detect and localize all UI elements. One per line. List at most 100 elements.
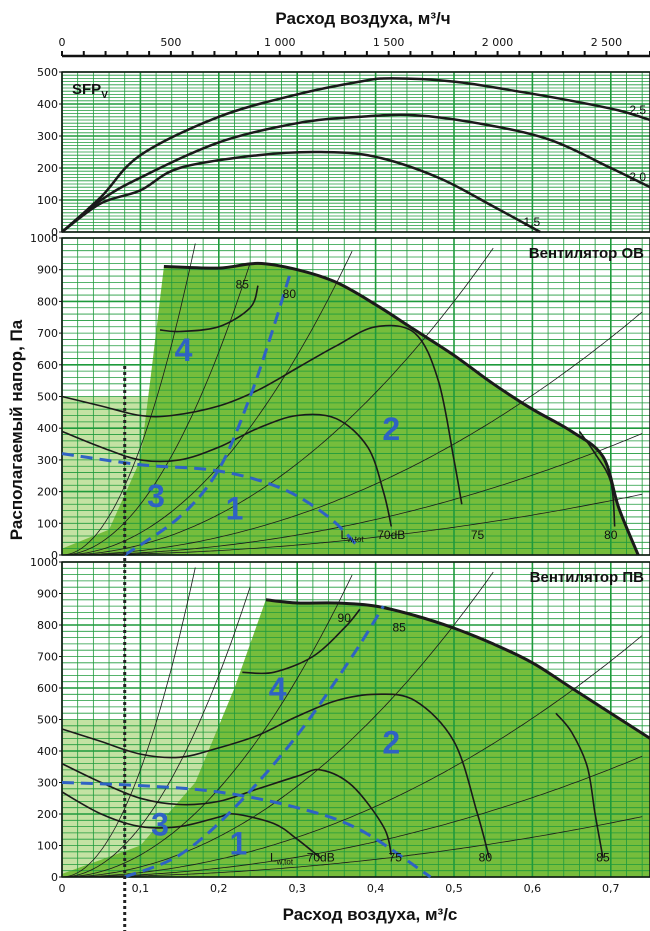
sound-level-label: 80 — [479, 850, 493, 864]
region-label: 4 — [269, 671, 287, 707]
y-tick-label: 200 — [37, 808, 58, 821]
boundary-dash — [124, 605, 385, 879]
max-curve — [163, 261, 640, 556]
sound-level-label: 75 — [389, 850, 403, 864]
bottom-tick-label: 0,1 — [132, 882, 150, 895]
region-label: 2 — [382, 725, 400, 761]
panel-pv: 0 100 200 300 400 500 600 700 800 900 1000 4 2 3 1 90 85… — [30, 556, 650, 884]
region-label: 2 — [382, 411, 400, 447]
system-curve — [61, 243, 196, 556]
boundary-dash — [61, 452, 361, 550]
y-tick-label: 400 — [37, 422, 58, 435]
y-tick-label: 100 — [37, 194, 58, 207]
bottom-tick-label: 0,5 — [445, 882, 463, 895]
y-tick-label: 900 — [37, 264, 58, 277]
y-tick-label: 300 — [37, 454, 58, 467]
bottom-axis: 0 0,1 0,2 0,3 0,4 0,5 0,6 0,7 — [59, 882, 620, 895]
sfp-curve — [61, 77, 650, 233]
speed-curve — [61, 324, 463, 505]
y-tick-label: 400 — [37, 745, 58, 758]
bottom-tick-label: 0,2 — [210, 882, 228, 895]
system-curve — [61, 586, 251, 878]
top-tick-label: 500 — [160, 36, 181, 49]
system-curve — [61, 574, 353, 878]
y-tick-label: 500 — [37, 714, 58, 727]
y-tick-label: 400 — [37, 98, 58, 111]
sfp-curve — [61, 150, 541, 234]
sfp-series-label: 2.5 — [629, 103, 646, 117]
bottom-tick-label: 0,7 — [602, 882, 620, 895]
top-tick-label: 1 500 — [373, 36, 405, 49]
y-tick-label: 600 — [37, 359, 58, 372]
top-axis: 0 500 1 000 1 500 2 000 2 500 — [59, 36, 650, 58]
sfp-series-label: 1.5 — [524, 215, 541, 229]
sfp-series-label: 2.0 — [629, 170, 646, 184]
region-label: 3 — [147, 478, 165, 514]
region-label: 1 — [226, 490, 244, 526]
bottom-tick-label: 0,6 — [524, 882, 542, 895]
system-curve — [62, 433, 643, 556]
top-tick-label: 1 000 — [264, 36, 296, 49]
sound-level-label: 80 — [283, 287, 297, 301]
top-axis-title: Расход воздуха, м³/ч — [275, 9, 450, 28]
system-curve — [61, 262, 251, 556]
bottom-tick-label: 0,3 — [288, 882, 306, 895]
y-tick-label: 600 — [37, 682, 58, 695]
y-tick-label: 0 — [51, 549, 58, 562]
sfp-curve — [61, 113, 650, 233]
panel-label: Вентилятор ОВ — [529, 245, 644, 262]
sound-level-label: 90 — [338, 611, 352, 625]
panel-ov: 0 100 200 300 400 500 600 700 800 900 1000 4 2 3 1 85 80… — [30, 232, 650, 562]
region-label: 4 — [175, 332, 193, 368]
panel-label: SFPV — [72, 81, 108, 101]
y-axis-title: Располагаемый напор, Па — [7, 319, 26, 540]
system-curve — [61, 816, 643, 878]
y-tick-label: 800 — [37, 295, 58, 308]
sound-level-label: 85 — [392, 620, 406, 634]
y-tick-label: 200 — [37, 486, 58, 499]
system-curve — [61, 251, 353, 556]
sound-level-label: 70dB — [377, 528, 405, 542]
boundary-dash — [123, 275, 291, 557]
y-tick-label: 700 — [37, 327, 58, 340]
top-tick-label: 2 000 — [482, 36, 514, 49]
bottom-axis-title: Расход воздуха, м³/с — [283, 905, 458, 924]
speed-curve — [61, 762, 393, 856]
system-curve — [61, 755, 643, 878]
sound-level-label: 80 — [604, 528, 618, 542]
sound-level-label: 75 — [471, 528, 485, 542]
y-tick-label: 500 — [37, 391, 58, 404]
speed-curve — [61, 413, 393, 527]
max-curve — [265, 598, 650, 740]
speed-curve — [159, 285, 259, 333]
panel-frame — [61, 71, 650, 233]
panel-label: Вентилятор ПВ — [530, 569, 645, 586]
y-tick-label: 800 — [37, 619, 58, 632]
sound-level-label: 85 — [236, 278, 250, 292]
y-tick-label: 1000 — [30, 232, 58, 245]
top-tick-label: 2 500 — [591, 36, 623, 49]
region-label: 1 — [230, 825, 248, 861]
speed-curve — [61, 791, 322, 859]
sound-level-label: 70dB — [307, 850, 335, 864]
y-tick-label: 200 — [37, 162, 58, 175]
top-tick-label: 0 — [59, 36, 66, 49]
speed-curve — [242, 608, 361, 675]
bottom-tick-label: 0 — [59, 882, 66, 895]
system-curve — [62, 311, 643, 556]
speed-curve — [555, 712, 604, 859]
y-tick-label: 300 — [37, 130, 58, 143]
y-tick-label: 900 — [37, 588, 58, 601]
bottom-tick-label: 0,4 — [367, 882, 385, 895]
y-tick-label: 500 — [37, 66, 58, 79]
sound-level-label: 85 — [596, 850, 610, 864]
speed-curve — [61, 693, 491, 859]
y-tick-label: 700 — [37, 651, 58, 664]
system-curve — [61, 635, 643, 878]
y-tick-label: 100 — [37, 517, 58, 530]
y-tick-label: 100 — [37, 840, 58, 853]
y-tick-label: 1000 — [30, 556, 58, 569]
panel-sfp: 0 100 200 300 400 500 2.5 2.0 1.5 SFPV — [37, 66, 650, 239]
y-tick-label: 0 — [51, 871, 58, 884]
